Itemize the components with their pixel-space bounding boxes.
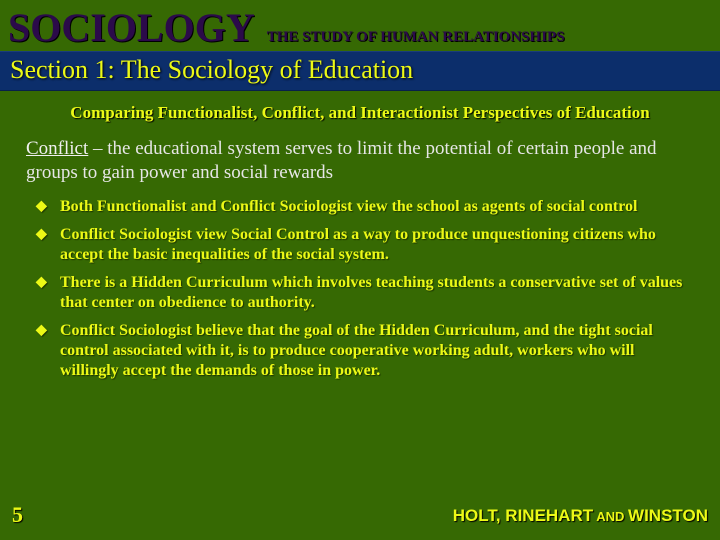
bullet-item: There is a Hidden Curriculum which invol… bbox=[36, 273, 690, 313]
section-title: Section 1: The Sociology of Education bbox=[10, 55, 710, 85]
conflict-definition: Conflict – the educational system serves… bbox=[20, 137, 700, 185]
publisher: HOLT, RINEHART AND WINSTON bbox=[453, 506, 708, 526]
publisher-part-1: HOLT, RINEHART bbox=[453, 506, 593, 525]
section-bar: Section 1: The Sociology of Education bbox=[0, 51, 720, 91]
bullet-list: Both Functionalist and Conflict Sociolog… bbox=[20, 197, 700, 381]
bullet-item: Conflict Sociologist believe that the go… bbox=[36, 321, 690, 381]
comparing-heading: Comparing Functionalist, Conflict, and I… bbox=[20, 103, 700, 123]
conflict-label: Conflict bbox=[26, 138, 88, 159]
header: SOCIOLOGY THE STUDY OF HUMAN RELATIONSHI… bbox=[0, 0, 720, 51]
content-area: Comparing Functionalist, Conflict, and I… bbox=[0, 91, 720, 381]
bullet-item: Conflict Sociologist view Social Control… bbox=[36, 225, 690, 265]
publisher-and: AND bbox=[593, 509, 628, 524]
main-title: SOCIOLOGY bbox=[8, 4, 255, 51]
conflict-text: – the educational system serves to limit… bbox=[26, 138, 657, 183]
publisher-part-2: WINSTON bbox=[628, 506, 708, 525]
subtitle: THE STUDY OF HUMAN RELATIONSHIPS bbox=[267, 29, 565, 46]
bullet-item: Both Functionalist and Conflict Sociolog… bbox=[36, 197, 690, 217]
page-number: 5 bbox=[12, 502, 23, 528]
